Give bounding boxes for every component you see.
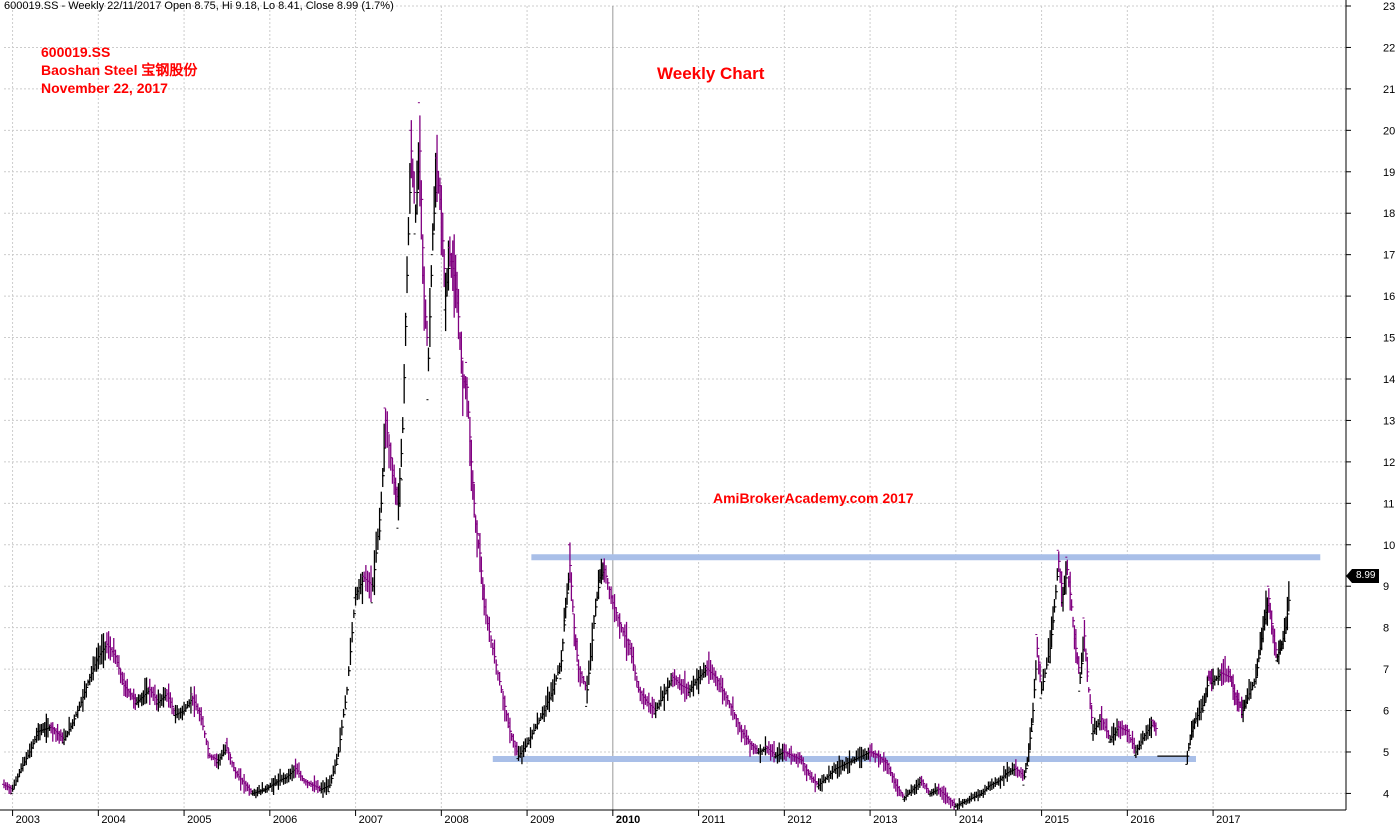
grid bbox=[4, 5, 1346, 810]
price-bar bbox=[1035, 634, 1040, 658]
price-bar bbox=[1089, 703, 1094, 724]
price-bar bbox=[1205, 676, 1210, 698]
x-tick-label: 2005 bbox=[187, 814, 211, 826]
x-tick-label: 2014 bbox=[959, 814, 983, 826]
price-bar bbox=[926, 787, 931, 795]
x-tick-label: 2006 bbox=[273, 814, 297, 826]
price-bar bbox=[593, 598, 598, 618]
price-bar bbox=[442, 240, 447, 288]
x-tick-label: 2008 bbox=[444, 814, 468, 826]
y-tick-label: 12 bbox=[1383, 457, 1395, 469]
support-resistance-lines bbox=[492, 554, 1321, 763]
y-tick-label: 17 bbox=[1383, 250, 1395, 262]
x-tick-label: 2016 bbox=[1130, 814, 1154, 826]
y-tick-label: 11 bbox=[1383, 498, 1394, 510]
price-bar bbox=[1078, 672, 1083, 692]
price-bar bbox=[412, 171, 417, 204]
price-bar bbox=[1085, 653, 1090, 682]
price-bar bbox=[575, 638, 580, 662]
price-bar bbox=[399, 438, 404, 479]
chart-header: 600019.SS - Weekly 22/11/2017 Open 8.75,… bbox=[4, 0, 394, 12]
y-tick-label: 10 bbox=[1383, 540, 1395, 552]
price-bar bbox=[334, 753, 339, 766]
price-bar bbox=[900, 792, 905, 798]
price-bar bbox=[407, 163, 412, 235]
price-bar bbox=[1051, 606, 1056, 636]
y-tick-label: 9 bbox=[1383, 581, 1389, 593]
price-bar bbox=[596, 569, 601, 600]
price-bar bbox=[351, 609, 356, 634]
price-bar bbox=[1029, 718, 1034, 739]
price-bar bbox=[1188, 734, 1193, 749]
x-tick-label: 2007 bbox=[359, 814, 383, 826]
price-bar bbox=[1273, 642, 1278, 658]
price-bar bbox=[346, 666, 351, 691]
chart-title: Weekly Chart bbox=[657, 64, 765, 83]
price-bar bbox=[348, 637, 353, 672]
price-bar bbox=[459, 331, 464, 374]
y-tick-label: 8 bbox=[1383, 623, 1389, 635]
y-tick-label: 14 bbox=[1383, 374, 1395, 386]
price-bar bbox=[472, 482, 477, 518]
price-bar bbox=[1055, 568, 1060, 593]
price-bar bbox=[382, 423, 387, 477]
y-tick-label: 7 bbox=[1383, 664, 1389, 676]
price-bar bbox=[1269, 610, 1274, 635]
price-bar bbox=[1076, 656, 1081, 674]
y-tick-label: 22 bbox=[1383, 42, 1395, 54]
x-tick-label: 2015 bbox=[1045, 814, 1069, 826]
price-bar bbox=[426, 347, 431, 401]
x-tick-label: 2017 bbox=[1216, 814, 1240, 826]
price-bar bbox=[1033, 660, 1038, 691]
y-tick-label: 4 bbox=[1383, 788, 1389, 800]
price-bar bbox=[403, 312, 408, 379]
x-tick-label: 2003 bbox=[16, 814, 40, 826]
y-tick-label: 21 bbox=[1383, 84, 1395, 96]
y-tick-label: 5 bbox=[1383, 747, 1389, 759]
price-bar bbox=[1059, 571, 1064, 607]
y-tick-label: 20 bbox=[1383, 125, 1395, 137]
last-price-badge: 8.99 bbox=[1345, 569, 1380, 583]
x-tick-label: 2013 bbox=[873, 814, 897, 826]
price-bar bbox=[591, 615, 596, 641]
y-tick-label: 16 bbox=[1383, 291, 1395, 303]
watermark-text: AmiBrokerAcademy.com 2017 bbox=[713, 490, 914, 506]
price-bar bbox=[429, 265, 434, 318]
x-tick-label: 2011 bbox=[702, 814, 726, 826]
symbol-code: 600019.SS bbox=[41, 44, 111, 60]
price-bar bbox=[1068, 571, 1073, 611]
chart-date: November 22, 2017 bbox=[41, 80, 168, 96]
price-bars bbox=[2, 102, 1291, 810]
y-tick-label: 18 bbox=[1383, 208, 1395, 220]
price-bar bbox=[617, 613, 622, 639]
price-bar bbox=[1038, 661, 1043, 683]
price-bar bbox=[377, 507, 382, 541]
x-tick-label: 2010 bbox=[616, 814, 640, 826]
price-bar bbox=[570, 585, 575, 613]
price-bar bbox=[1153, 722, 1158, 736]
price-bar bbox=[1063, 561, 1068, 595]
y-tick-label: 19 bbox=[1383, 167, 1395, 179]
price-bar bbox=[405, 256, 410, 318]
y-tick-label: 6 bbox=[1383, 706, 1389, 718]
y-tick-label: 13 bbox=[1383, 415, 1395, 427]
price-bar bbox=[343, 695, 348, 716]
price-bar bbox=[456, 288, 461, 340]
y-tick-label: 15 bbox=[1383, 333, 1395, 345]
price-bar bbox=[1286, 581, 1291, 615]
symbol-info: 600019.SS Baoshan Steel 宝钢股份 November 22… bbox=[41, 43, 197, 97]
price-bar bbox=[562, 607, 567, 644]
price-bar bbox=[446, 240, 451, 291]
price-bar bbox=[77, 701, 82, 712]
x-tick-label: 2012 bbox=[787, 814, 811, 826]
x-tick-label: 2009 bbox=[530, 814, 554, 826]
price-bar bbox=[1192, 718, 1197, 730]
x-tick-label: 2004 bbox=[101, 814, 125, 826]
price-bar bbox=[1106, 730, 1111, 740]
price-bar bbox=[425, 316, 430, 346]
company-name: Baoshan Steel 宝钢股份 bbox=[41, 62, 198, 78]
y-tick-label: 23 bbox=[1383, 1, 1395, 13]
